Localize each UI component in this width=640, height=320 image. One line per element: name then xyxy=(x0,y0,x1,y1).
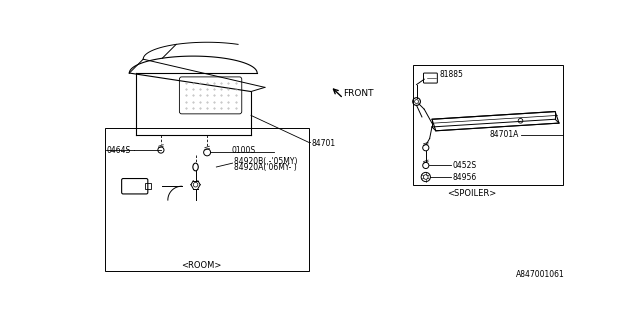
Text: 84920A('06MY- ): 84920A('06MY- ) xyxy=(234,163,297,172)
Bar xyxy=(413,65,563,185)
Text: 0100S: 0100S xyxy=(232,146,256,155)
Text: <ROOM>: <ROOM> xyxy=(180,261,221,270)
Bar xyxy=(145,183,151,189)
Text: 84701A: 84701A xyxy=(490,130,519,139)
Text: 0452S: 0452S xyxy=(452,161,477,170)
Text: FRONT: FRONT xyxy=(344,89,374,98)
Text: 84701: 84701 xyxy=(312,140,336,148)
Text: 81885: 81885 xyxy=(440,70,463,79)
Text: 0464S: 0464S xyxy=(106,146,131,155)
Bar xyxy=(105,129,308,271)
Text: 84956: 84956 xyxy=(452,172,477,181)
Text: 84920B( -'05MY): 84920B( -'05MY) xyxy=(234,157,298,166)
Text: <SPOILER>: <SPOILER> xyxy=(447,189,497,198)
Text: A847001061: A847001061 xyxy=(516,270,565,279)
